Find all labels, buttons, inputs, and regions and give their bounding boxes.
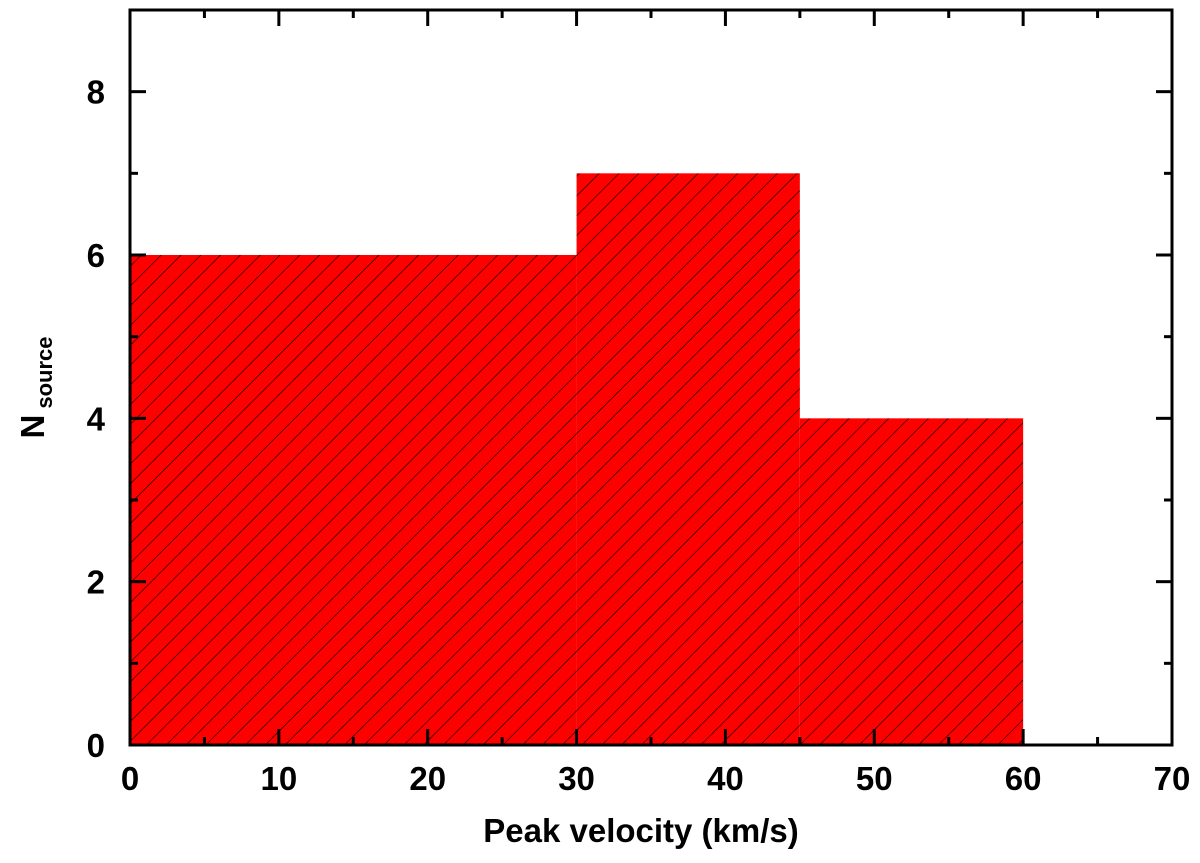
y-tick-label: 2 [87, 564, 105, 601]
x-tick-label: 10 [260, 760, 297, 797]
y-axis-title: Nsource [14, 337, 57, 439]
x-axis-title: Peak velocity (km/s) [483, 812, 799, 849]
y-tick-label: 6 [87, 237, 105, 274]
x-tick-label: 70 [1154, 760, 1191, 797]
bars-layer [130, 173, 1024, 746]
histogram-bar-2 [799, 418, 1024, 745]
y-tick-label: 8 [87, 74, 105, 111]
x-tick-label: 40 [707, 760, 744, 797]
y-tick-label: 4 [87, 400, 106, 437]
plot-frame [128, 8, 1174, 747]
tick-labels-layer: 0 10 20 30 40 50 60 70 0 2 4 6 8 [87, 74, 1191, 797]
histogram-bar-0 [130, 255, 577, 745]
histogram-bar-1 [576, 173, 800, 746]
x-tick-label: 50 [856, 760, 893, 797]
x-tick-label: 60 [1005, 760, 1042, 797]
y-axis-title-sub: source [32, 337, 57, 409]
y-tick-label: 0 [87, 727, 105, 764]
y-axis-title-main: N [14, 415, 51, 439]
x-tick-label: 30 [558, 760, 595, 797]
x-tick-label: 0 [121, 760, 139, 797]
x-tick-label: 20 [409, 760, 446, 797]
